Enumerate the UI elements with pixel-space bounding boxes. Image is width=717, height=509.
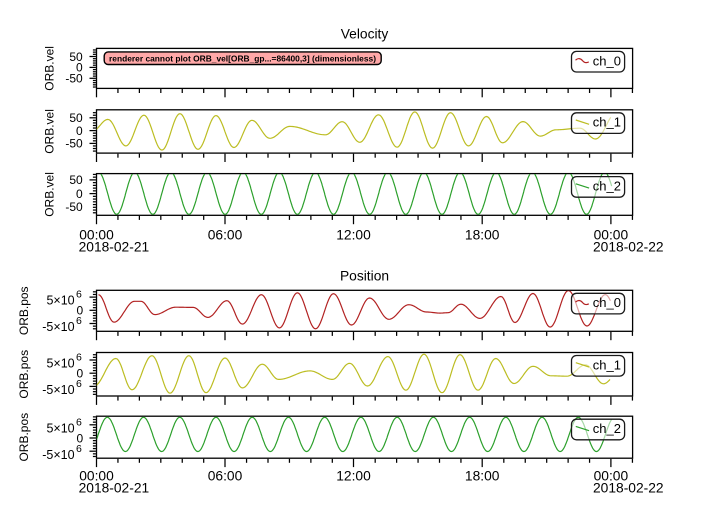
svg-text:6: 6 bbox=[76, 416, 82, 428]
svg-text:-50: -50 bbox=[65, 200, 83, 214]
svg-text:0: 0 bbox=[76, 187, 83, 201]
svg-text:2018-02-21: 2018-02-21 bbox=[79, 481, 150, 496]
svg-text:5×10: 5×10 bbox=[46, 421, 74, 435]
svg-text:ch_2: ch_2 bbox=[593, 179, 621, 194]
svg-text:Position: Position bbox=[340, 268, 389, 283]
svg-text:06:00: 06:00 bbox=[208, 227, 243, 242]
svg-text:ORB.pos: ORB.pos bbox=[17, 350, 31, 399]
svg-text:6: 6 bbox=[76, 352, 82, 364]
svg-text:ORB.vel: ORB.vel bbox=[43, 172, 57, 217]
svg-text:-5×10: -5×10 bbox=[42, 448, 74, 462]
svg-text:ch_2: ch_2 bbox=[593, 421, 621, 436]
svg-text:6: 6 bbox=[76, 378, 82, 390]
svg-text:ORB.pos: ORB.pos bbox=[17, 413, 31, 462]
svg-text:ch_1: ch_1 bbox=[593, 115, 621, 130]
svg-text:-5×10: -5×10 bbox=[42, 320, 74, 334]
svg-text:0: 0 bbox=[76, 61, 83, 75]
svg-text:12:00: 12:00 bbox=[336, 469, 371, 484]
svg-text:6: 6 bbox=[76, 443, 82, 455]
svg-text:-5×10: -5×10 bbox=[42, 383, 74, 397]
svg-text:0: 0 bbox=[76, 124, 83, 138]
svg-text:6: 6 bbox=[76, 289, 82, 301]
svg-text:00:00: 00:00 bbox=[79, 227, 114, 242]
svg-text:-50: -50 bbox=[65, 71, 83, 85]
svg-text:0: 0 bbox=[77, 367, 84, 381]
svg-text:6: 6 bbox=[76, 315, 82, 327]
svg-text:2018-02-22: 2018-02-22 bbox=[593, 481, 664, 496]
svg-text:ch_0: ch_0 bbox=[593, 53, 621, 68]
svg-text:2018-02-21: 2018-02-21 bbox=[79, 240, 150, 255]
svg-text:50: 50 bbox=[69, 50, 83, 64]
svg-text:0: 0 bbox=[77, 431, 84, 445]
svg-text:18:00: 18:00 bbox=[465, 469, 500, 484]
svg-text:ORB.vel: ORB.vel bbox=[43, 109, 57, 154]
svg-text:5×10: 5×10 bbox=[46, 294, 74, 308]
svg-text:12:00: 12:00 bbox=[336, 227, 371, 242]
svg-text:00:00: 00:00 bbox=[594, 227, 629, 242]
svg-text:renderer cannot plot ORB_vel[O: renderer cannot plot ORB_vel[ORB_gp...=8… bbox=[109, 53, 376, 63]
svg-text:Velocity: Velocity bbox=[341, 27, 389, 42]
svg-text:00:00: 00:00 bbox=[594, 469, 629, 484]
svg-text:18:00: 18:00 bbox=[465, 227, 500, 242]
svg-text:0: 0 bbox=[77, 304, 84, 318]
svg-text:50: 50 bbox=[69, 173, 83, 187]
svg-text:-50: -50 bbox=[65, 137, 83, 151]
svg-text:2018-02-22: 2018-02-22 bbox=[593, 240, 664, 255]
svg-text:50: 50 bbox=[69, 111, 83, 125]
svg-text:5×10: 5×10 bbox=[46, 357, 74, 371]
svg-text:ch_1: ch_1 bbox=[593, 357, 621, 372]
svg-text:ORB.vel: ORB.vel bbox=[43, 46, 57, 91]
svg-text:ORB.pos: ORB.pos bbox=[17, 286, 31, 335]
svg-text:ch_0: ch_0 bbox=[593, 295, 621, 310]
svg-text:00:00: 00:00 bbox=[79, 469, 114, 484]
svg-text:06:00: 06:00 bbox=[208, 469, 243, 484]
